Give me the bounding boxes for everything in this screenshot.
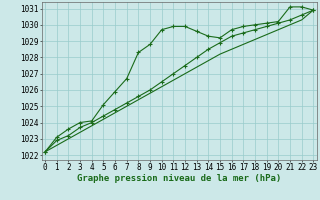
X-axis label: Graphe pression niveau de la mer (hPa): Graphe pression niveau de la mer (hPa) [77,174,281,183]
